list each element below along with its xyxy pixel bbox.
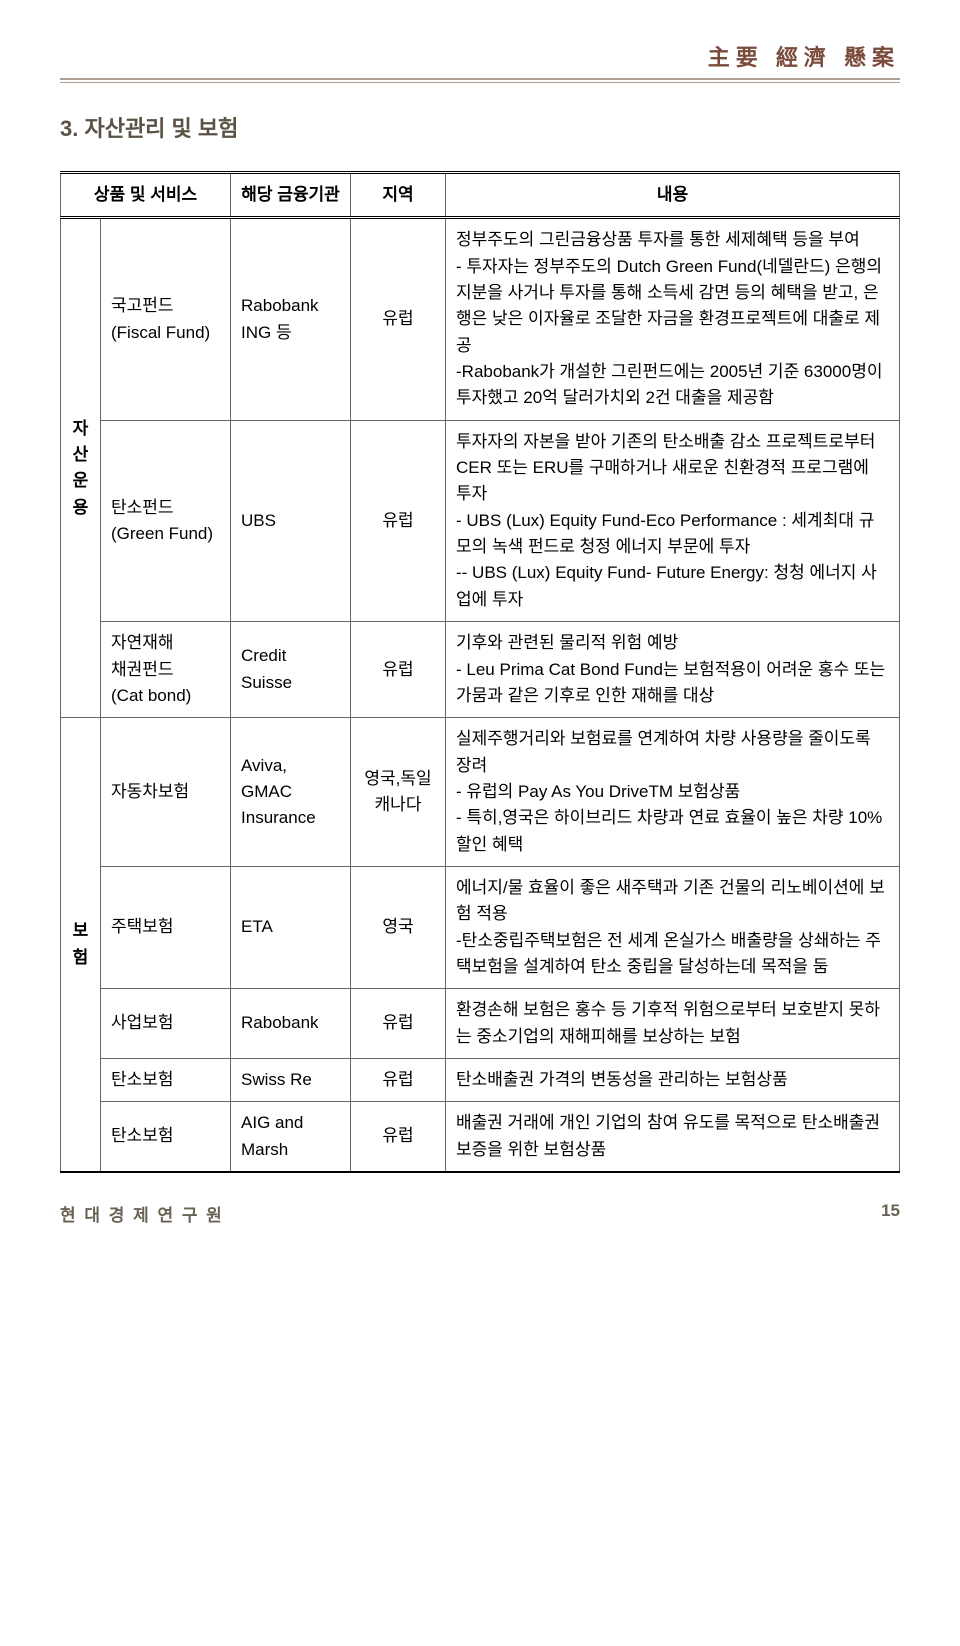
- table-row: 탄소보험AIG andMarsh유럽배출권 거래에 개인 기업의 참여 유도를 …: [61, 1102, 900, 1172]
- cell-institution: Swiss Re: [231, 1058, 351, 1101]
- cell-product: 국고펀드(Fiscal Fund): [101, 218, 231, 420]
- cell-description: 실제주행거리와 보험료를 연계하여 차량 사용량을 줄이도록 장려- 유럽의 P…: [446, 718, 900, 867]
- cell-product: 탄소보험: [101, 1058, 231, 1101]
- footer-page: 15: [881, 1201, 900, 1226]
- cell-institution: ETA: [231, 866, 351, 988]
- cell-region: 유럽: [351, 218, 446, 420]
- section-title: 3. 자산관리 및 보험: [60, 111, 900, 143]
- cell-description: 탄소배출권 가격의 변동성을 관리하는 보험상품: [446, 1058, 900, 1101]
- cell-description: 환경손해 보험은 홍수 등 기후적 위험으로부터 보호받지 못하는 중소기업의 …: [446, 989, 900, 1059]
- table-row: 주택보험ETA영국에너지/물 효율이 좋은 새주택과 기존 건물의 리노베이션에…: [61, 866, 900, 988]
- group-label: 자산운용: [61, 218, 101, 718]
- col-region: 지역: [351, 173, 446, 218]
- col-institution: 해당 금융기관: [231, 173, 351, 218]
- cell-institution: Aviva,GMACInsurance: [231, 718, 351, 867]
- table-body: 자산운용국고펀드(Fiscal Fund)RabobankING 등유럽정부주도…: [61, 218, 900, 1172]
- cell-region: 유럽: [351, 989, 446, 1059]
- table-row: 보험자동차보험Aviva,GMACInsurance영국,독일캐나다실제주행거리…: [61, 718, 900, 867]
- group-label: 보험: [61, 718, 101, 1172]
- table-row: 사업보험Rabobank유럽환경손해 보험은 홍수 등 기후적 위험으로부터 보…: [61, 989, 900, 1059]
- cell-region: 유럽: [351, 1058, 446, 1101]
- footer-org: 현 대 경 제 연 구 원: [60, 1201, 224, 1226]
- asset-insurance-table: 상품 및 서비스 해당 금융기관 지역 내용 자산운용국고펀드(Fiscal F…: [60, 171, 900, 1173]
- cell-region: 유럽: [351, 1102, 446, 1172]
- cell-product: 사업보험: [101, 989, 231, 1059]
- page-header-title: 主要 經濟 懸案: [60, 40, 900, 78]
- cell-product: 자동차보험: [101, 718, 231, 867]
- header-rule: [60, 78, 900, 83]
- cell-product: 탄소보험: [101, 1102, 231, 1172]
- cell-product: 탄소펀드(Green Fund): [101, 420, 231, 621]
- cell-region: 영국: [351, 866, 446, 988]
- col-product: 상품 및 서비스: [61, 173, 231, 218]
- col-description: 내용: [446, 173, 900, 218]
- cell-institution: RabobankING 등: [231, 218, 351, 420]
- cell-product: 주택보험: [101, 866, 231, 988]
- table-row: 자산운용국고펀드(Fiscal Fund)RabobankING 등유럽정부주도…: [61, 218, 900, 420]
- cell-institution: Rabobank: [231, 989, 351, 1059]
- cell-description: 투자자의 자본을 받아 기존의 탄소배출 감소 프로젝트로부터 CER 또는 E…: [446, 420, 900, 621]
- cell-description: 에너지/물 효율이 좋은 새주택과 기존 건물의 리노베이션에 보험 적용-탄소…: [446, 866, 900, 988]
- cell-region: 유럽: [351, 622, 446, 718]
- page-footer: 현 대 경 제 연 구 원 15: [60, 1201, 900, 1226]
- cell-description: 배출권 거래에 개인 기업의 참여 유도를 목적으로 탄소배출권 보증을 위한 …: [446, 1102, 900, 1172]
- cell-region: 영국,독일캐나다: [351, 718, 446, 867]
- cell-institution: CreditSuisse: [231, 622, 351, 718]
- table-header-row: 상품 및 서비스 해당 금융기관 지역 내용: [61, 173, 900, 218]
- cell-description: 기후와 관련된 물리적 위험 예방- Leu Prima Cat Bond Fu…: [446, 622, 900, 718]
- cell-product: 자연재해채권펀드(Cat bond): [101, 622, 231, 718]
- table-row: 탄소보험Swiss Re유럽탄소배출권 가격의 변동성을 관리하는 보험상품: [61, 1058, 900, 1101]
- table-row: 자연재해채권펀드(Cat bond)CreditSuisse유럽기후와 관련된 …: [61, 622, 900, 718]
- cell-institution: AIG andMarsh: [231, 1102, 351, 1172]
- cell-description: 정부주도의 그린금융상품 투자를 통한 세제혜택 등을 부여- 투자자는 정부주…: [446, 218, 900, 420]
- cell-institution: UBS: [231, 420, 351, 621]
- table-row: 탄소펀드(Green Fund)UBS유럽투자자의 자본을 받아 기존의 탄소배…: [61, 420, 900, 621]
- cell-region: 유럽: [351, 420, 446, 621]
